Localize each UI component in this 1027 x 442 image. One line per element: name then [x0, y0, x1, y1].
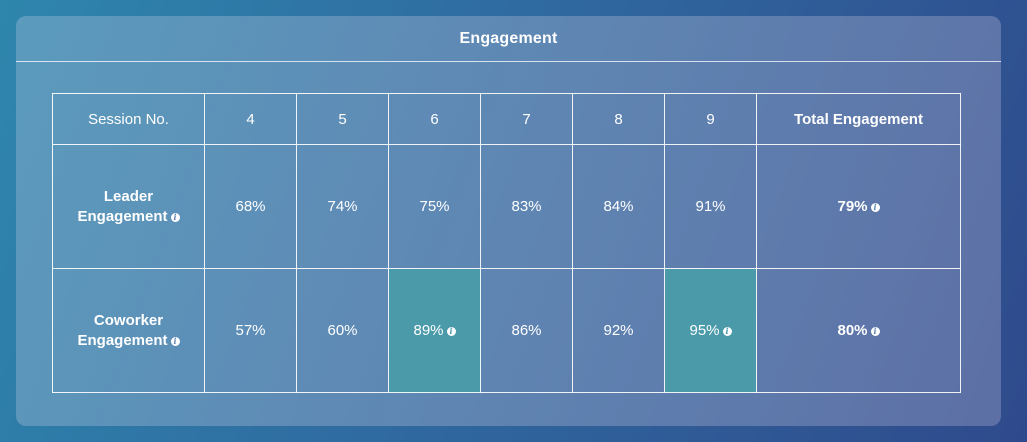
cell-leader-9: 91%	[664, 144, 757, 269]
cell-leader-5: 74%	[296, 144, 389, 269]
table-row-coworker: Coworker Engagement i 57% 60% 89% i 86% 92…	[52, 268, 961, 393]
cell-coworker-4: 57%	[204, 268, 297, 393]
cell-coworker-9: 95% i	[664, 268, 757, 393]
cell-leader-8: 84%	[572, 144, 665, 269]
table-row-leader: Leader Engagement i 68% 74% 75% 83% 84% 9…	[52, 144, 961, 269]
engagement-table: Session No. 4 5 6 7 8 9 Total Engagement…	[52, 93, 961, 393]
cell-coworker-5: 60%	[296, 268, 389, 393]
header-session-5: 5	[296, 93, 389, 145]
info-icon[interactable]: i	[870, 327, 880, 336]
cell-coworker-7: 86%	[480, 268, 573, 393]
header-session-8: 8	[572, 93, 665, 145]
row-label-line2: Engagement	[77, 331, 168, 349]
coworker-total-value: 80%	[837, 322, 868, 339]
info-icon[interactable]: i	[446, 327, 456, 336]
header-total-engagement: Total Engagement	[756, 93, 961, 145]
info-icon[interactable]: i	[170, 212, 180, 222]
coworker-6-value: 89%	[413, 322, 444, 339]
cell-leader-total: 79% i	[756, 144, 961, 269]
header-session-7: 7	[480, 93, 573, 145]
cell-coworker-total: 80% i	[756, 268, 961, 393]
header-session-no: Session No.	[52, 93, 205, 145]
row-label-coworker: Coworker Engagement i	[52, 268, 205, 393]
cell-coworker-8: 92%	[572, 268, 665, 393]
engagement-card: Engagement Session No. 4 5 6 7 8 9 Total…	[16, 16, 1001, 426]
header-session-9: 9	[664, 93, 757, 145]
card-title: Engagement	[16, 16, 1001, 62]
header-session-6: 6	[388, 93, 481, 145]
info-icon[interactable]: i	[170, 336, 180, 346]
cell-leader-4: 68%	[204, 144, 297, 269]
leader-total-value: 79%	[837, 198, 868, 215]
header-session-4: 4	[204, 93, 297, 145]
row-label-leader: Leader Engagement i	[52, 144, 205, 269]
row-label-line1: Leader	[103, 187, 154, 205]
info-icon[interactable]: i	[870, 203, 880, 212]
row-label-line2: Engagement	[77, 207, 168, 225]
cell-leader-6: 75%	[388, 144, 481, 269]
cell-leader-7: 83%	[480, 144, 573, 269]
cell-coworker-6: 89% i	[388, 268, 481, 393]
coworker-9-value: 95%	[689, 322, 720, 339]
info-icon[interactable]: i	[722, 327, 732, 336]
table-header-row: Session No. 4 5 6 7 8 9 Total Engagement	[52, 93, 961, 145]
row-label-line1: Coworker	[93, 311, 164, 329]
